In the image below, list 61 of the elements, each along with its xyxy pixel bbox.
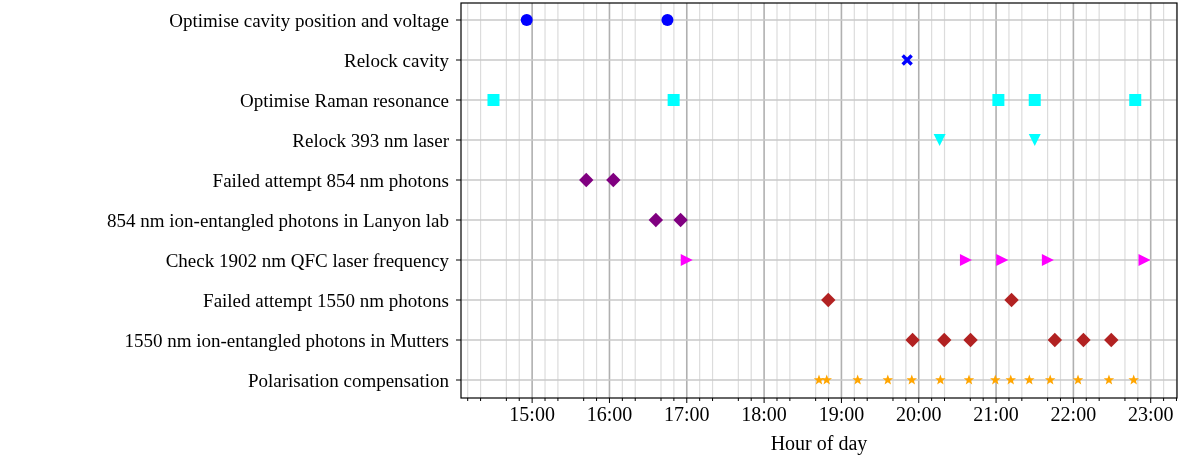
point	[813, 374, 825, 385]
point	[937, 332, 952, 348]
point	[963, 374, 975, 385]
y-tick-label: Check 1902 nm QFC laser frequency	[165, 249, 450, 271]
point	[996, 254, 1009, 266]
point	[1104, 332, 1119, 348]
point	[520, 14, 533, 26]
x-tick-label: 18:00	[741, 403, 787, 425]
point	[1128, 374, 1139, 385]
y-tick-label: Polarisation compensation	[247, 369, 450, 391]
point	[821, 292, 836, 308]
x-tick-label: 23:00	[1127, 403, 1174, 425]
y-tick-label: Relock cavity	[344, 49, 450, 71]
point	[606, 172, 621, 188]
x-axis-title: Hour of day	[770, 432, 868, 455]
point	[667, 94, 680, 106]
point	[906, 374, 918, 385]
x-tick-label: 15:00	[509, 403, 555, 425]
point	[648, 212, 664, 228]
x-tick-label: 19:00	[818, 403, 865, 425]
point	[673, 212, 688, 228]
point	[992, 94, 1005, 106]
point	[1047, 332, 1063, 348]
y-tick-label: Failed attempt 1550 nm photons	[203, 289, 449, 311]
point	[1103, 374, 1115, 385]
x-tick-label: 16:00	[586, 403, 633, 425]
point	[990, 374, 1001, 385]
point	[1076, 332, 1091, 348]
point	[959, 254, 972, 266]
point	[852, 374, 863, 385]
y-tick-label: Optimise cavity position and voltage	[169, 9, 449, 31]
point	[1004, 292, 1019, 308]
point	[821, 374, 832, 385]
y-tick-label: Optimise Raman resonance	[240, 89, 449, 111]
x-tick-label: 17:00	[664, 403, 710, 425]
point	[680, 254, 693, 266]
y-tick-label: 854 nm ion-entangled photons in Lanyon lab	[107, 209, 449, 231]
point	[935, 374, 946, 385]
point	[882, 374, 894, 385]
point	[1028, 94, 1041, 106]
x-tick-label: 20:00	[895, 403, 942, 425]
point	[1028, 134, 1041, 146]
point	[661, 14, 674, 26]
y-tick-label: Relock 393 nm laser	[292, 129, 450, 151]
point	[1129, 94, 1142, 106]
point	[905, 332, 920, 348]
y-tick-label: Failed attempt 854 nm photons	[212, 169, 449, 191]
point	[933, 134, 946, 146]
point	[1041, 254, 1054, 266]
point	[579, 172, 594, 188]
x-tick-label: 22:00	[1050, 403, 1097, 425]
point	[1044, 374, 1056, 385]
point	[963, 332, 978, 348]
point	[1005, 374, 1016, 385]
point	[1024, 374, 1035, 385]
point	[1072, 374, 1084, 385]
point	[1138, 254, 1151, 266]
x-tick-label: 21:00	[973, 403, 1019, 425]
point	[901, 54, 913, 66]
y-tick-label: 1550 nm ion-entangled photons in Mutters	[124, 329, 449, 351]
point	[487, 94, 500, 106]
